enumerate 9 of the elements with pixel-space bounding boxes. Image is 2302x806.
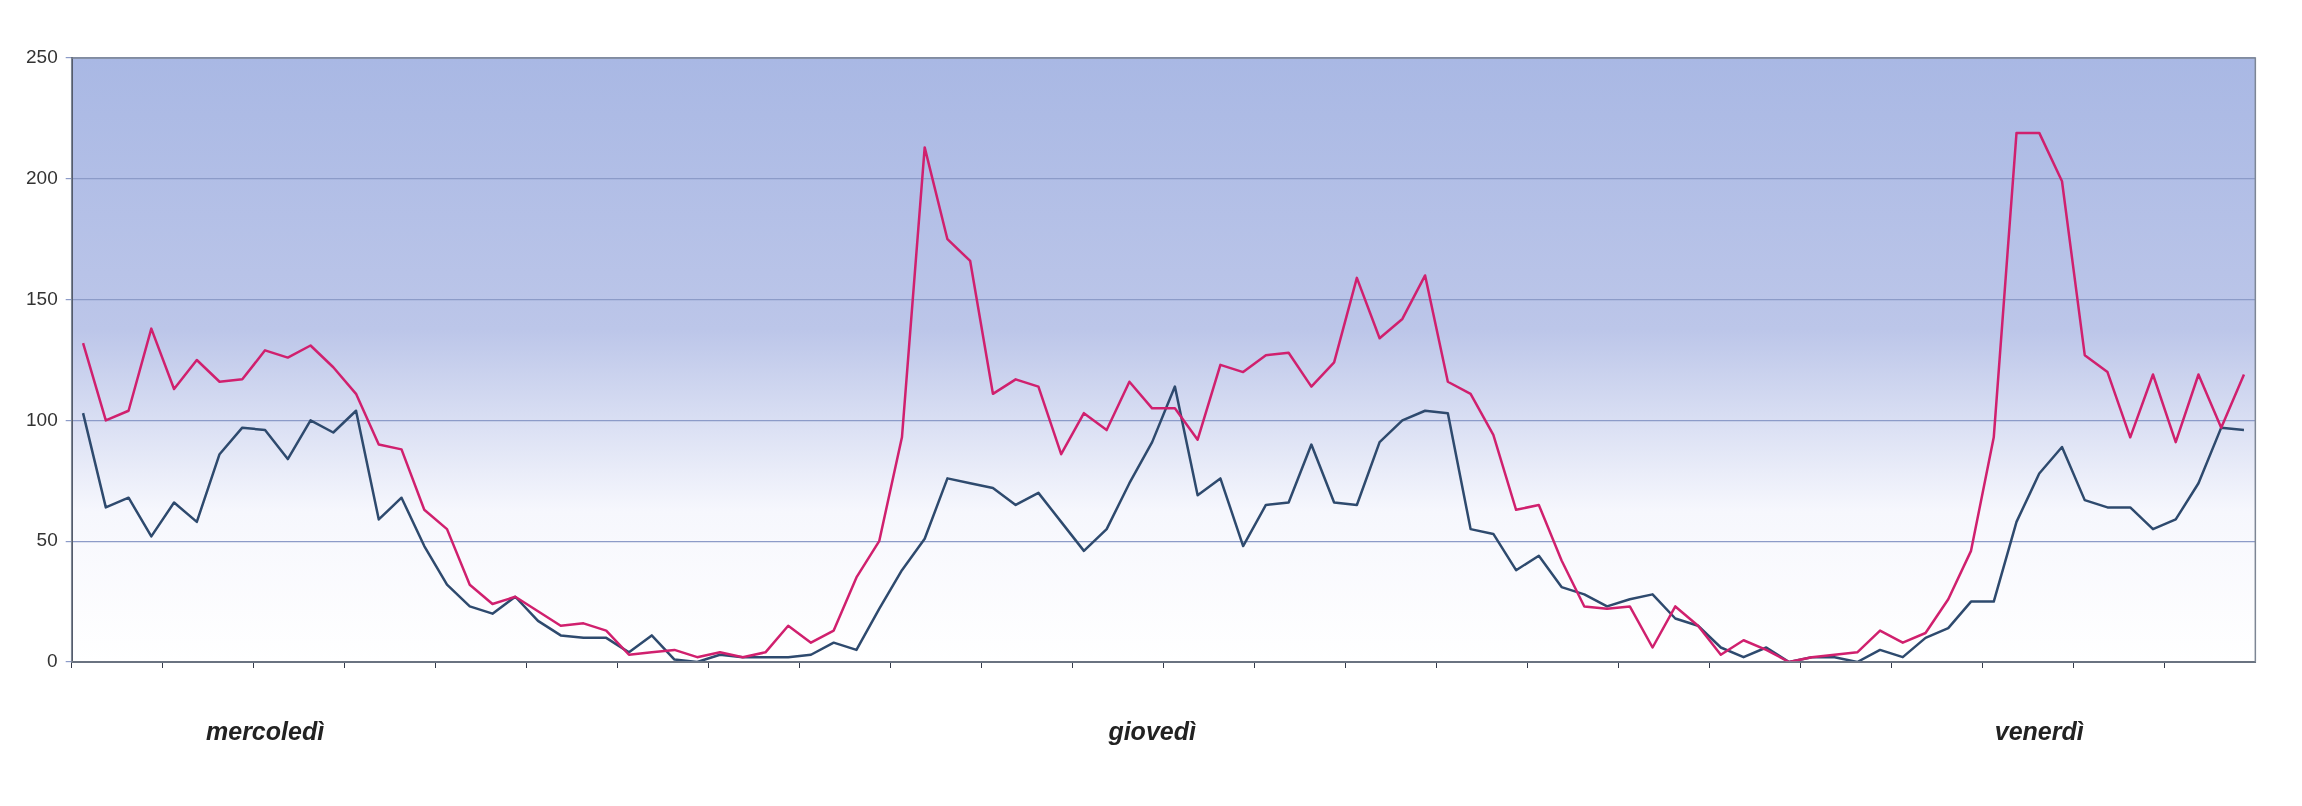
y-tick-label: 200	[26, 167, 58, 189]
y-tick-label: 100	[26, 408, 58, 430]
y-tick-label: 50	[36, 529, 58, 551]
y-tick-label: 150	[26, 287, 58, 309]
x-tick-label: mercoledì	[205, 716, 325, 745]
y-tick-label: 0	[47, 650, 58, 672]
x-tick-label: venerdì	[1994, 716, 2084, 745]
y-tick-label: 250	[26, 46, 58, 68]
x-tick-label: giovedì	[1107, 716, 1196, 745]
